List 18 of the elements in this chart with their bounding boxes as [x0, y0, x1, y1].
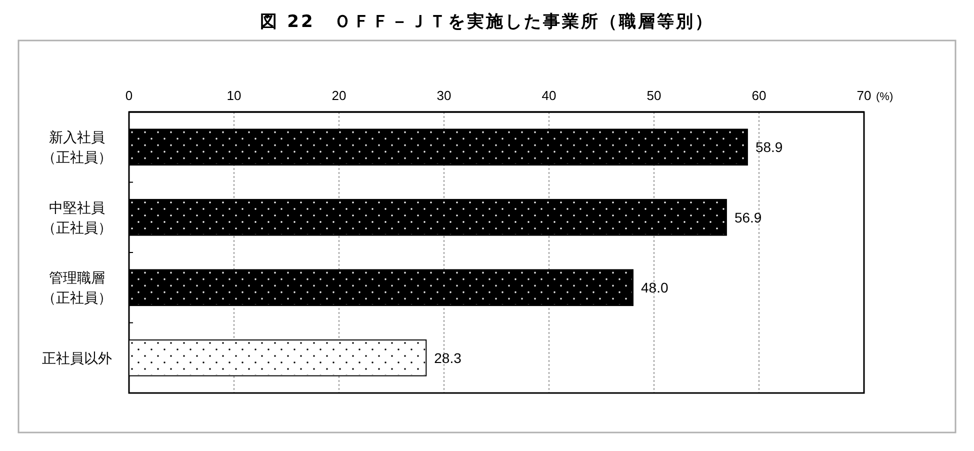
data-label: 58.9 — [755, 139, 783, 156]
x-tick-label: 30 — [436, 88, 452, 103]
data-label: 28.3 — [434, 350, 462, 366]
x-tick-label: 20 — [332, 88, 346, 103]
x-tick-label: 10 — [226, 88, 242, 103]
y-tick-label: 管理職層（正社員） — [42, 270, 112, 307]
y-tick-label: 新入社員（正社員） — [42, 130, 112, 166]
x-tick-label: 50 — [646, 88, 662, 103]
data-label: 56.9 — [734, 209, 762, 226]
x-tick-label: 0 — [125, 88, 133, 103]
y-tick-label: 正社員以外 — [42, 350, 112, 367]
x-tick-label: 60 — [752, 88, 766, 103]
x-tick-label: 70 — [856, 88, 872, 103]
x-axis-title: (%) — [876, 91, 894, 103]
chart-title: 図 22 ＯＦＦ－ＪＴを実施した事業所（職層等別） — [260, 12, 714, 32]
y-tick-label: 中堅社員（正社員） — [42, 200, 112, 236]
x-tick-label: 40 — [542, 88, 556, 103]
data-label: 48.0 — [641, 280, 668, 296]
